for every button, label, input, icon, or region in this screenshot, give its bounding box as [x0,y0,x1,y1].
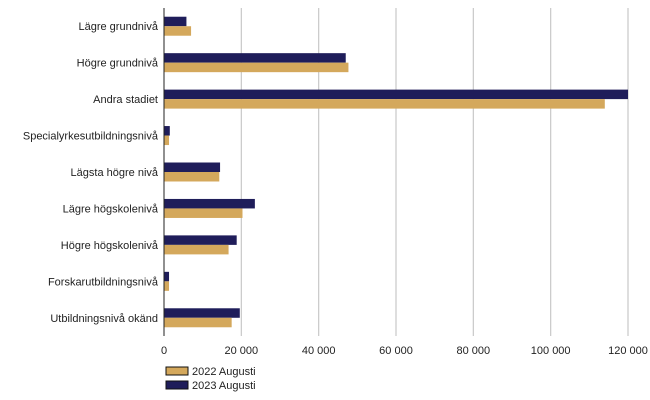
bar-2023 [164,308,240,318]
x-tick-label: 60 000 [379,345,413,357]
bar-2022 [164,26,192,36]
bar-2022 [164,172,220,182]
category-label: Utbildningsnivå okänd [50,313,158,325]
legend-swatch [165,380,189,390]
bar-2022 [164,244,229,255]
category-label: Specialyrkesutbildningsnivå [23,131,159,143]
category-label: Andra stadiet [93,94,158,106]
bar-2023 [164,162,221,172]
bar-2022 [164,208,243,218]
bar-2023 [164,16,187,27]
category-label: Lägre högskolenivå [63,203,159,215]
bar-2023 [164,235,237,245]
legend-swatch [165,366,189,376]
category-label: Högre grundnivå [77,58,159,70]
bar-2023 [164,89,628,100]
bar-2022 [164,99,605,109]
bar-2022 [164,62,349,73]
x-tick-label: 0 [161,345,167,357]
category-label: Forskarutbildningsnivå [48,276,159,288]
category-label: Lägsta högre nivå [71,167,159,179]
legend-label: 2023 Augusti [192,380,256,392]
bar-2023 [164,126,170,136]
legend: 2022 Augusti 2023 Augusti [165,366,256,392]
category-label: Lägre grundnivå [78,21,158,33]
x-tick-label: 80 000 [457,345,491,357]
bar-2023 [164,53,346,63]
x-tick-labels: 0 20 000 40 000 60 000 80 000 100 000 120 000 [161,345,648,357]
x-tick-label: 20 000 [225,345,259,357]
x-tick-label: 40 000 [302,345,336,357]
category-labels: Lägre grundnivå Högre grundnivå Andra stad… [23,21,159,325]
bar-2023 [164,271,170,282]
category-label: Högre högskolenivå [61,240,159,252]
x-tick-label: 120 000 [608,345,648,357]
bar-2023 [164,198,255,209]
legend-label: 2022 Augusti [192,366,256,378]
bar-2022 [164,135,170,146]
bars [164,16,628,328]
x-tick-label: 100 000 [531,345,571,357]
bar-2022 [164,317,232,328]
bar-2022 [164,281,170,291]
